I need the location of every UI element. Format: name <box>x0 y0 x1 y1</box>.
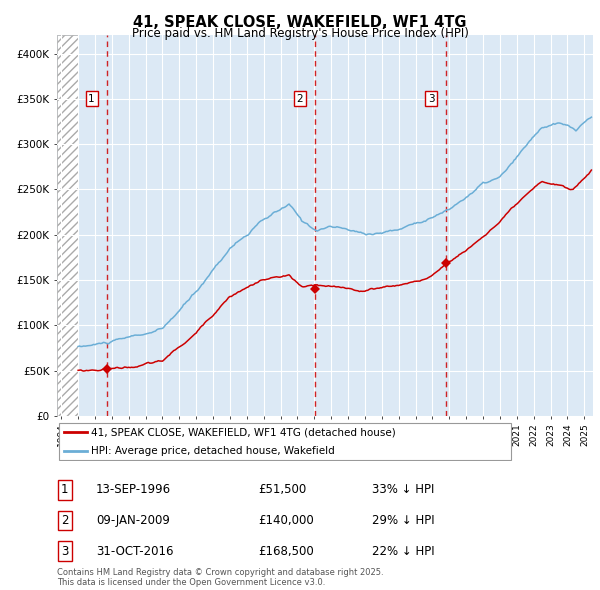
Text: 22% ↓ HPI: 22% ↓ HPI <box>372 545 434 558</box>
Text: 2: 2 <box>61 514 68 527</box>
Text: 2: 2 <box>296 94 303 104</box>
Text: 3: 3 <box>61 545 68 558</box>
Text: 41, SPEAK CLOSE, WAKEFIELD, WF1 4TG: 41, SPEAK CLOSE, WAKEFIELD, WF1 4TG <box>133 15 467 30</box>
Text: 13-SEP-1996: 13-SEP-1996 <box>96 483 171 496</box>
Text: 29% ↓ HPI: 29% ↓ HPI <box>372 514 434 527</box>
Text: 3: 3 <box>428 94 434 104</box>
Text: 31-OCT-2016: 31-OCT-2016 <box>96 545 173 558</box>
Text: £51,500: £51,500 <box>258 483 306 496</box>
Text: 09-JAN-2009: 09-JAN-2009 <box>96 514 170 527</box>
Text: Price paid vs. HM Land Registry's House Price Index (HPI): Price paid vs. HM Land Registry's House … <box>131 27 469 40</box>
FancyBboxPatch shape <box>59 423 511 460</box>
Text: Contains HM Land Registry data © Crown copyright and database right 2025.
This d: Contains HM Land Registry data © Crown c… <box>57 568 383 587</box>
Text: £140,000: £140,000 <box>258 514 314 527</box>
Text: 1: 1 <box>61 483 68 496</box>
Text: 41, SPEAK CLOSE, WAKEFIELD, WF1 4TG (detached house): 41, SPEAK CLOSE, WAKEFIELD, WF1 4TG (det… <box>91 427 396 437</box>
Text: 33% ↓ HPI: 33% ↓ HPI <box>372 483 434 496</box>
Text: 1: 1 <box>88 94 95 104</box>
Text: HPI: Average price, detached house, Wakefield: HPI: Average price, detached house, Wake… <box>91 445 335 455</box>
Text: £168,500: £168,500 <box>258 545 314 558</box>
